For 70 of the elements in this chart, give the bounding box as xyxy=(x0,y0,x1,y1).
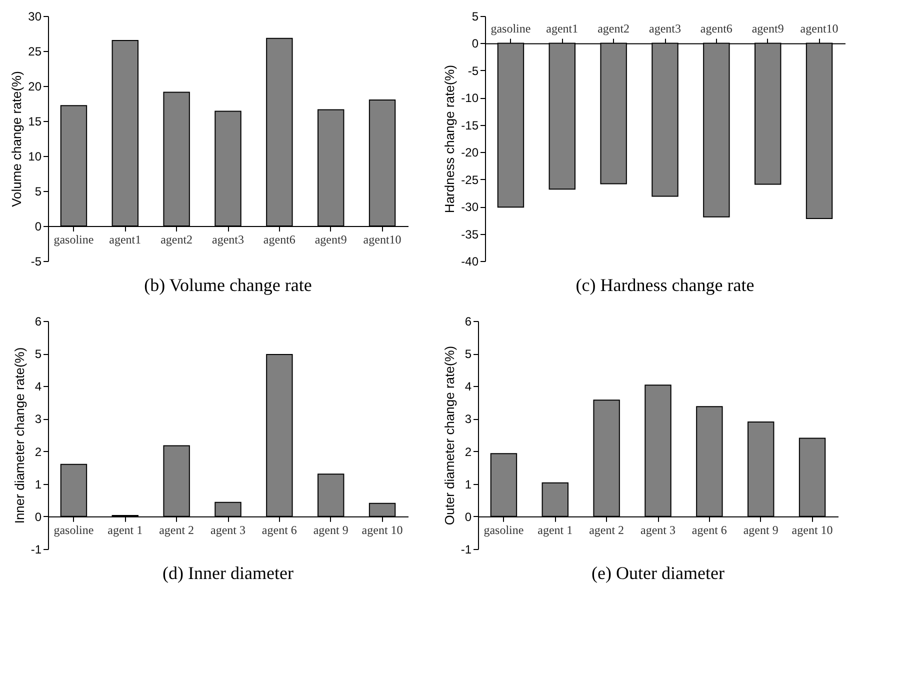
x-tick-label: agent2 xyxy=(598,22,630,36)
y-tick-label: -1 xyxy=(30,542,42,556)
x-tick-label: agent1 xyxy=(109,232,142,246)
x-tick-label: gasoline xyxy=(484,522,524,537)
y-tick-label: 2 xyxy=(34,444,42,459)
y-tick-label: -25 xyxy=(461,172,479,187)
x-tick-label: agent 1 xyxy=(538,522,573,537)
x-tick-label: agent3 xyxy=(212,232,244,246)
y-tick-label: -5 xyxy=(30,254,42,268)
x-tick-label: gasoline xyxy=(54,522,94,537)
x-tick-label: agent10 xyxy=(800,22,838,36)
y-tick-label: 0 xyxy=(34,510,42,524)
y-tick-label: -20 xyxy=(461,146,479,160)
y-axis-title: Hardness change rate(%) xyxy=(442,64,458,214)
y-tick-label: 1 xyxy=(464,477,472,492)
x-tick-label: agent10 xyxy=(363,232,402,246)
x-tick-label: agent 9 xyxy=(743,522,778,537)
x-tick-label: agent 9 xyxy=(313,522,348,537)
y-tick-label: -10 xyxy=(461,91,479,106)
x-tick-label: agent6 xyxy=(700,22,732,36)
y-tick-label: 0 xyxy=(464,510,472,524)
x-tick-label: agent 2 xyxy=(589,522,624,537)
y-tick-label: -30 xyxy=(461,200,479,214)
x-tick-label: agent1 xyxy=(546,22,578,36)
y-tick-label: 15 xyxy=(28,114,42,128)
y-tick-label: 4 xyxy=(34,380,42,394)
y-axis-title: Inner diameter change rate(%) xyxy=(12,347,27,524)
y-axis-title: Volume change rate(%) xyxy=(9,71,24,207)
y-tick-label: 25 xyxy=(28,44,42,58)
x-tick-label: agent9 xyxy=(314,232,347,246)
y-tick-label: 5 xyxy=(34,347,42,362)
y-tick-label: 3 xyxy=(34,412,42,426)
y-tick-label: 6 xyxy=(464,314,472,328)
y-tick-label: 10 xyxy=(28,150,42,164)
x-tick-label: gasoline xyxy=(54,232,94,246)
x-tick-label: agent 10 xyxy=(792,522,833,537)
y-tick-label: 20 xyxy=(28,80,42,94)
x-tick-label: agent 6 xyxy=(262,522,297,537)
y-tick-label: 4 xyxy=(464,380,472,394)
x-tick-label: agent 2 xyxy=(159,522,194,537)
text: (c) Hardness change rate xyxy=(576,275,754,295)
y-tick-label: -35 xyxy=(461,227,479,242)
y-tick-label: 5 xyxy=(464,347,472,362)
y-tick-label: 6 xyxy=(34,314,42,328)
y-tick-label: 5 xyxy=(472,10,479,24)
x-tick-label: gasoline xyxy=(490,22,531,36)
x-tick-label: agent 6 xyxy=(692,522,727,537)
x-tick-label: agent9 xyxy=(752,22,784,36)
y-tick-label: -5 xyxy=(468,64,479,78)
y-tick-label: 3 xyxy=(464,412,472,426)
text: (d) Inner diameter xyxy=(162,563,294,583)
y-tick-label: -40 xyxy=(461,254,479,268)
x-tick-label: agent 10 xyxy=(362,522,403,537)
x-tick-label: agent 3 xyxy=(210,522,246,537)
text: (b) Volume change rate xyxy=(144,275,312,295)
y-tick-label: -15 xyxy=(461,118,479,132)
y-tick-label: -1 xyxy=(460,542,472,556)
y-axis-title: Outer diameter change rate(%) xyxy=(442,346,457,526)
x-tick-label: agent3 xyxy=(649,22,681,36)
x-tick-label: agent2 xyxy=(160,232,193,246)
y-tick-label: 30 xyxy=(28,10,42,24)
y-tick-label: 0 xyxy=(472,36,479,51)
x-tick-label: agent6 xyxy=(263,232,296,246)
y-tick-label: 0 xyxy=(34,220,42,234)
y-tick-label: 5 xyxy=(34,184,42,198)
y-tick-label: 1 xyxy=(34,477,42,492)
x-tick-label: agent 3 xyxy=(640,522,676,537)
text: (e) Outer diameter xyxy=(592,563,724,583)
x-tick-label: agent 1 xyxy=(108,522,143,537)
y-tick-label: 2 xyxy=(464,444,472,459)
